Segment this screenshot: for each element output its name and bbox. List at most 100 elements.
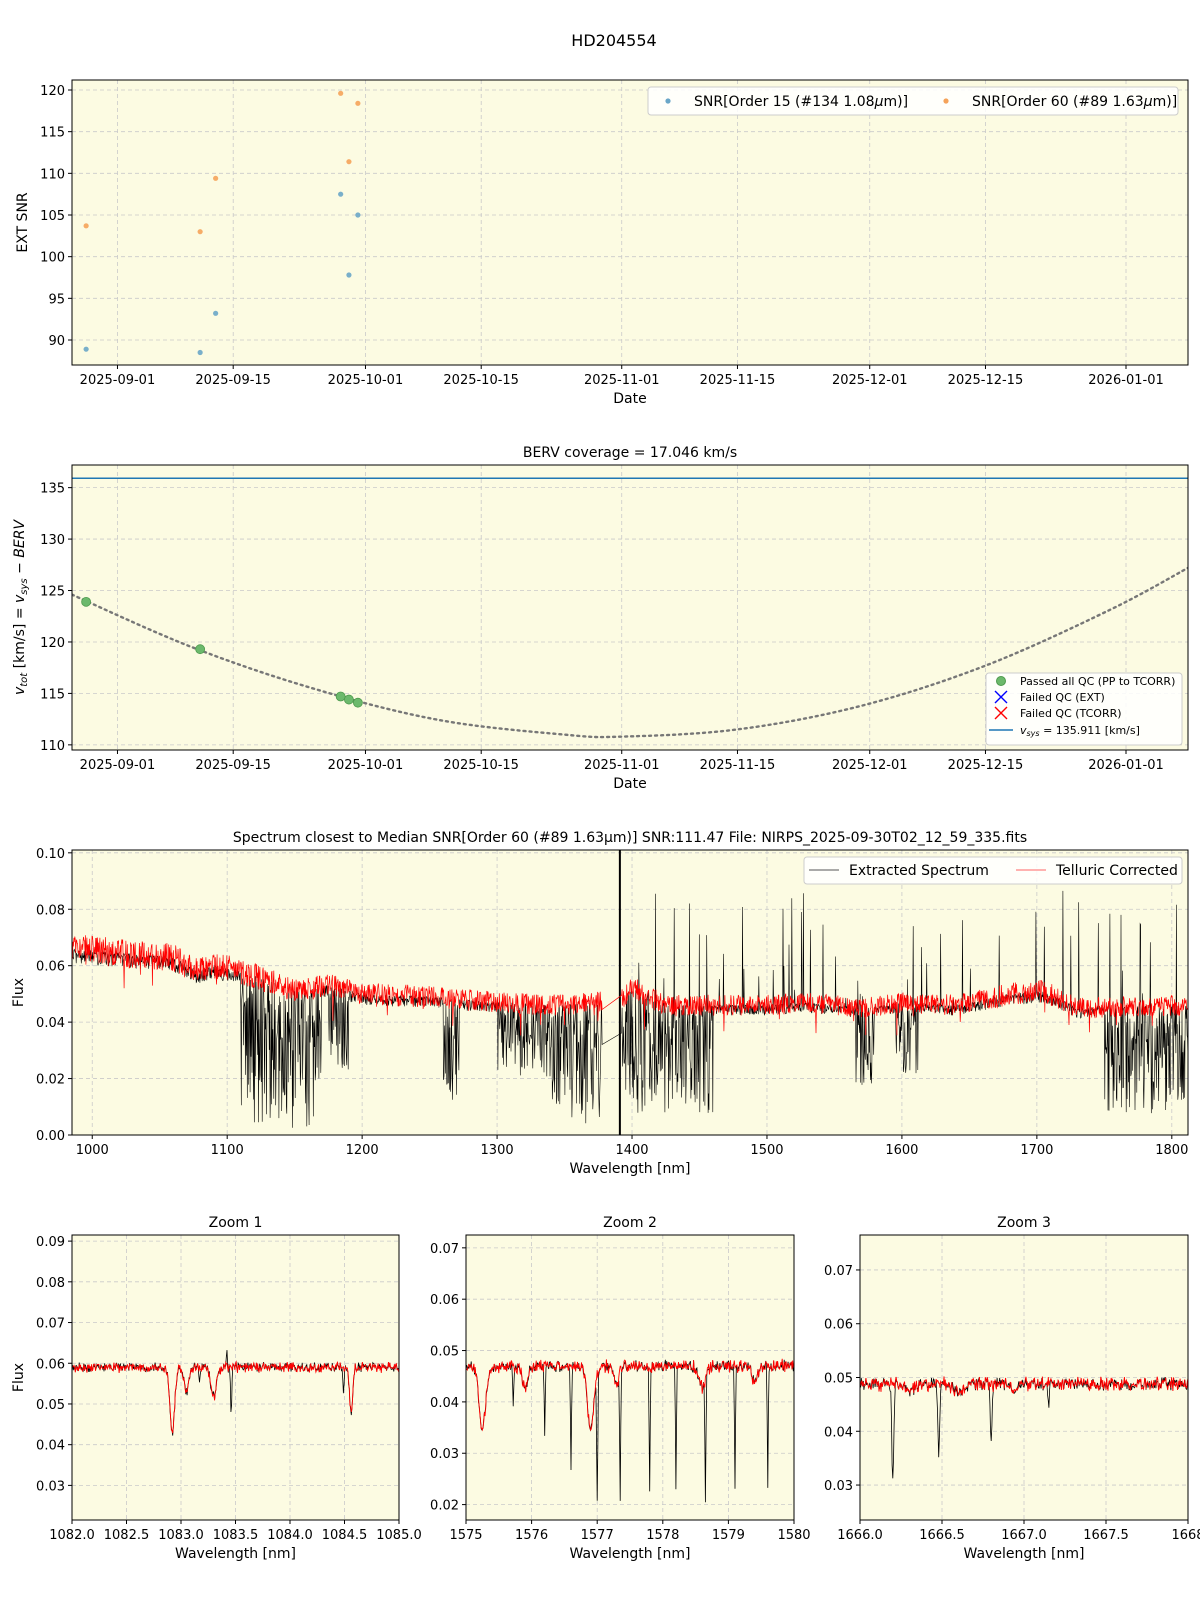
snr-point: [338, 191, 344, 197]
legend-label: SNR[Order 60 (#89 1.63μm)]: [972, 94, 1177, 110]
y-tick-label: 105: [40, 209, 65, 224]
y-tick-label: 0.04: [36, 1439, 65, 1454]
figure-title: HD204554: [571, 31, 656, 50]
legend-box: [803, 856, 1183, 885]
y-tick-label: 0.03: [824, 1479, 853, 1494]
axes-frame: [859, 1234, 1189, 1521]
x-tick-label: 2025-11-15: [700, 373, 776, 388]
passed-qc-point: [352, 697, 363, 708]
x-tick-label: 1400: [615, 1143, 648, 1158]
x-tick-label: 1082.0: [49, 1528, 95, 1543]
snr-point: [197, 229, 203, 235]
snr-point: [83, 346, 89, 352]
y-tick-label: 0.05: [36, 1398, 65, 1413]
y-tick-label: 0.06: [824, 1318, 853, 1333]
axes-spectrum: 1000 1100 1200 1300 1400 1500 1600 1700 1800 0.00…: [11, 830, 1189, 1177]
plot-background: [466, 1235, 794, 1520]
y-tick-label: 100: [40, 251, 65, 266]
y-tick-label: 90: [48, 334, 65, 349]
x-axis-label: Wavelength [nm]: [570, 1546, 691, 1562]
y-axis-label: Flux: [11, 978, 27, 1007]
y-tick-label: 0.03: [36, 1479, 65, 1494]
y-tick-label: 0.02: [430, 1499, 459, 1514]
panel-title: BERV coverage = 17.046 km/s: [523, 445, 737, 461]
x-tick-label: 1668: [1171, 1528, 1200, 1543]
legend-marker: [665, 98, 671, 104]
snr-point: [346, 159, 352, 165]
plot-area: [72, 477, 1188, 739]
y-tick-label: 125: [40, 585, 65, 600]
y-tick-label: 110: [40, 739, 65, 754]
x-tick-label: 1500: [750, 1143, 783, 1158]
x-tick-label: 1084.5: [322, 1528, 368, 1543]
passed-qc-point: [335, 691, 346, 702]
legend-vsys-label: vsys = 135.911 [km/s]: [1020, 724, 1140, 738]
plot-area: [466, 1358, 794, 1503]
x-axis-label: Wavelength [nm]: [570, 1161, 691, 1177]
x-tick-label: 2025-12-15: [948, 373, 1024, 388]
axes-zoom1: 1082.0 1082.5 1083.0 1083.5 1084.0 1084.5 1085…: [11, 1215, 422, 1562]
x-tick-label: 1700: [1020, 1143, 1053, 1158]
x-tick-label: 1666.0: [837, 1528, 883, 1543]
y-tick-label: 0.04: [430, 1396, 459, 1411]
x-tick-label: 1000: [76, 1143, 109, 1158]
legend: SNR[Order 15 (#134 1.08μm)] SNR[Order 60 …: [647, 86, 1179, 116]
y-tick-label: 0.10: [36, 847, 65, 862]
legend-passed-label: Passed all QC (PP to TCORR): [1020, 675, 1175, 688]
passed-qc-point: [344, 694, 354, 705]
legend-failed-tcorr-label: Failed QC (TCORR): [1020, 707, 1122, 720]
zoom-telluric-line: [860, 1376, 1188, 1397]
panel-title: Zoom 2: [603, 1215, 657, 1231]
legend-failed-ext-label: Failed QC (EXT): [1020, 691, 1105, 704]
x-tick-label: 2025-12-01: [832, 758, 908, 773]
y-tick-label: 115: [40, 126, 65, 141]
y-tick-label: 0.05: [430, 1345, 459, 1360]
x-tick-label: 1667.0: [1001, 1528, 1047, 1543]
x-tick-label: 1200: [346, 1143, 379, 1158]
y-axis-label: EXT SNR: [15, 192, 31, 253]
telluric-corrected-line: [72, 935, 1188, 1036]
x-tick-label: 2025-11-01: [584, 758, 660, 773]
x-tick-label: 2026-01-01: [1088, 373, 1164, 388]
x-tick-label: 1578: [646, 1528, 679, 1543]
legend-passed-marker: [996, 676, 1006, 686]
snr-point: [83, 223, 89, 229]
y-tick-label: 0.03: [430, 1447, 459, 1462]
x-tick-label: 2025-11-15: [700, 758, 776, 773]
axes-berv: 2025-09-01 2025-09-15 2025-10-01 2025-10-15…: [12, 445, 1189, 792]
snr-point: [213, 175, 219, 181]
y-tick-label: 0.00: [36, 1129, 65, 1144]
plot-area: [72, 850, 1188, 1135]
y-tick-label: 0.02: [36, 1073, 65, 1088]
x-tick-label: 1579: [712, 1528, 745, 1543]
snr-point: [338, 90, 344, 96]
axes-snr: 2025-09-01 2025-09-15 2025-10-01 2025-10-15…: [15, 79, 1189, 407]
legend: Passed all QC (PP to TCORR) Failed QC (EX…: [985, 672, 1183, 746]
legend-label: SNR[Order 15 (#134 1.08μm)]: [694, 94, 908, 110]
snr-point: [197, 349, 203, 356]
y-tick-label: 135: [40, 482, 65, 497]
plot-area: [860, 1376, 1188, 1479]
plot-background: [72, 80, 1188, 365]
x-tick-label: 1600: [885, 1143, 918, 1158]
legend-box: [985, 672, 1183, 746]
plot-area: [72, 1350, 399, 1436]
x-axis-label: Date: [613, 776, 646, 792]
legend-marker: [943, 98, 949, 104]
axes-frame: [465, 1234, 795, 1521]
x-tick-label: 2025-10-01: [328, 758, 404, 773]
x-tick-label: 2025-12-01: [832, 373, 908, 388]
x-tick-label: 1580: [777, 1528, 810, 1543]
x-tick-label: 2025-09-01: [80, 373, 156, 388]
x-axis-label: Wavelength [nm]: [175, 1546, 296, 1562]
x-tick-label: 1084.0: [267, 1528, 313, 1543]
x-tick-label: 2025-12-15: [948, 758, 1024, 773]
y-tick-label: 0.06: [36, 1357, 65, 1372]
legend-failed-tcorr-marker: [994, 706, 1008, 720]
x-tick-label: 2025-09-15: [195, 373, 271, 388]
y-tick-label: 130: [40, 533, 65, 548]
passed-qc-point: [81, 596, 92, 607]
x-tick-label: 1082.5: [104, 1528, 150, 1543]
zoom-telluric-line: [466, 1358, 794, 1432]
